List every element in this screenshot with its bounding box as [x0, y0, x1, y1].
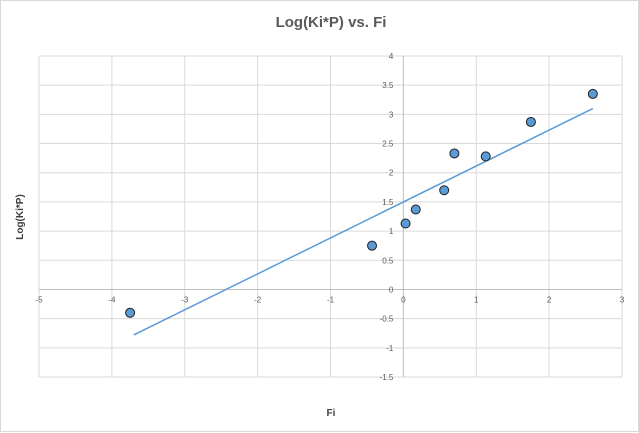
x-tick-label: -3 [181, 295, 189, 304]
y-tick-label: 2 [389, 169, 394, 178]
y-tick-labels: -1.5 -1 -0.5 0 0.5 1 1.5 2 2.5 3 3.5 4 [380, 52, 394, 382]
x-tick-label: -4 [108, 295, 116, 304]
y-tick-label: 0.5 [382, 256, 394, 265]
data-points [125, 88, 598, 318]
y-tick-label: -0.5 [380, 315, 394, 324]
x-axis-label: Fi [327, 408, 336, 419]
data-point [125, 307, 136, 318]
y-tick-label: 4 [389, 52, 394, 61]
trendline [133, 107, 594, 336]
data-point [587, 88, 598, 99]
y-tick-label: 3.5 [382, 81, 394, 90]
chart-title: Log(Ki*P) vs. Fi [276, 14, 387, 31]
x-tick-label: -5 [35, 295, 43, 304]
data-point [525, 116, 536, 127]
x-tick-label: 2 [547, 295, 552, 304]
x-tick-label: 0 [401, 295, 406, 304]
y-tick-label: 3 [389, 110, 394, 119]
x-tick-label: 1 [474, 295, 479, 304]
y-tick-label: 0 [389, 285, 394, 294]
x-tick-label: 3 [620, 295, 625, 304]
y-tick-label: 1 [389, 227, 394, 236]
y-tick-label: 2.5 [382, 140, 394, 149]
y-tick-label: -1 [386, 344, 394, 353]
x-tick-label: -2 [254, 295, 262, 304]
data-point [410, 204, 421, 215]
y-tick-label: -1.5 [380, 373, 394, 382]
data-point [439, 185, 450, 196]
data-point [367, 240, 378, 251]
grid-lines [38, 55, 623, 378]
data-point [449, 148, 460, 159]
data-point [480, 151, 491, 162]
x-tick-labels: -5 -4 -3 -2 -1 0 1 2 3 [35, 295, 624, 304]
axes [39, 56, 622, 377]
y-tick-label: 1.5 [382, 198, 394, 207]
y-axis-label: Log(Ki*P) [15, 194, 26, 240]
data-point [400, 218, 411, 229]
trendline-group [133, 107, 594, 336]
x-tick-label: -1 [327, 295, 335, 304]
